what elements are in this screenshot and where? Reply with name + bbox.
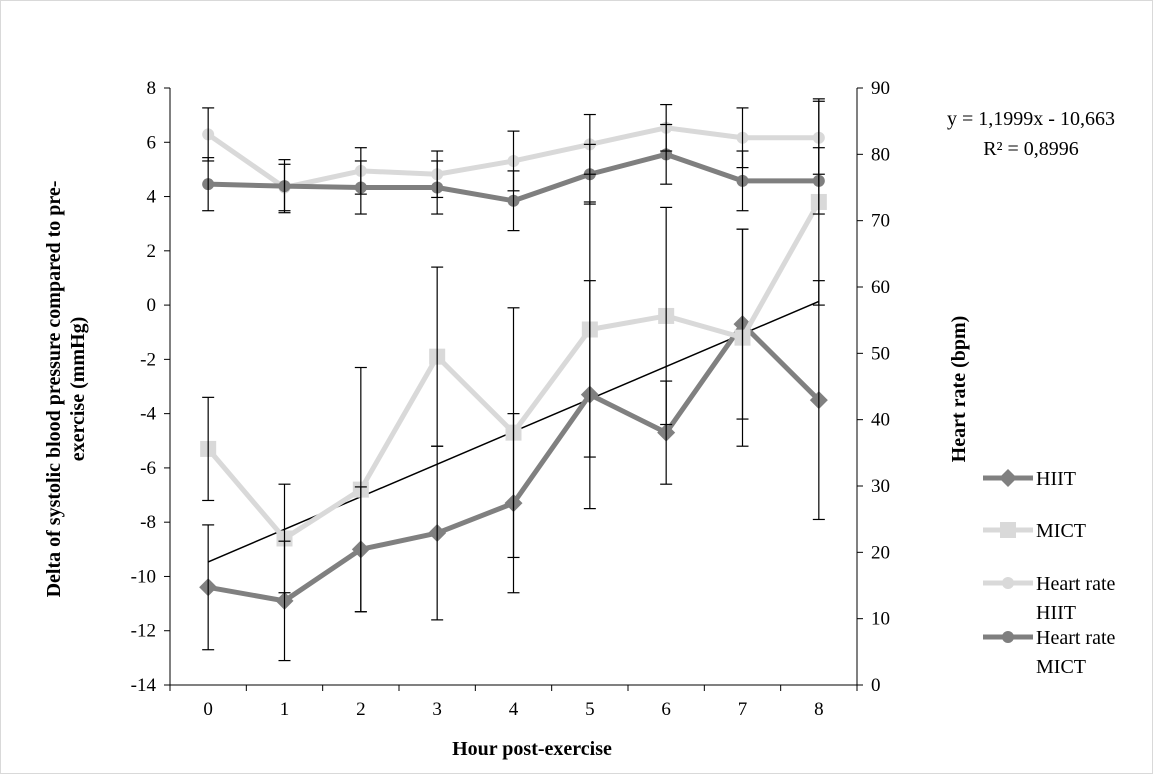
legend-label-mict: MICT bbox=[1036, 520, 1086, 542]
legend-swatch-marker-mict bbox=[1000, 522, 1016, 538]
x-tick-label: 2 bbox=[356, 699, 366, 720]
x-tick-label: 7 bbox=[738, 699, 748, 720]
x-tick-label: 3 bbox=[432, 699, 442, 720]
trendline-r-squared: R² = 0,8996 bbox=[983, 138, 1079, 160]
legend-label-heart-rate-mict: Heart rate bbox=[1036, 627, 1116, 649]
x-tick-label: 5 bbox=[585, 699, 595, 720]
right-y-tick-label: 90 bbox=[871, 78, 890, 99]
trendline-equation: y = 1,1999x - 10,663 bbox=[947, 108, 1115, 130]
x-tick-label: 4 bbox=[509, 699, 519, 720]
left-y-tick-label: 6 bbox=[147, 132, 157, 153]
right-y-tick-label: 40 bbox=[871, 410, 890, 431]
left-axis-title-line-2: exercise (mmHg) bbox=[67, 317, 89, 462]
right-y-tick-label: 0 bbox=[871, 675, 881, 696]
left-y-tick-label: 0 bbox=[147, 295, 157, 316]
x-tick-label: 8 bbox=[814, 699, 824, 720]
left-y-tick-label: -8 bbox=[140, 512, 156, 533]
left-y-tick-label: -4 bbox=[140, 404, 156, 425]
right-y-tick-label: 20 bbox=[871, 542, 890, 563]
right-y-tick-label: 80 bbox=[871, 144, 890, 165]
right-y-tick-label: 70 bbox=[871, 211, 890, 232]
x-tick-label: 6 bbox=[661, 699, 671, 720]
x-tick-label: 1 bbox=[280, 699, 290, 720]
left-y-tick-label: 4 bbox=[147, 187, 157, 208]
left-y-tick-label: 8 bbox=[147, 78, 157, 99]
left-y-tick-label: 2 bbox=[147, 241, 157, 262]
legend-swatch-marker-heart-rate-hiit bbox=[1002, 577, 1014, 589]
error-bars-group bbox=[202, 98, 825, 662]
legend-swatch-marker-heart-rate-mict bbox=[1002, 631, 1014, 643]
left-y-tick-label: -10 bbox=[131, 566, 156, 587]
right-y-tick-label: 60 bbox=[871, 277, 890, 298]
right-y-tick-label: 50 bbox=[871, 343, 890, 364]
left-axis-title: Delta of systolic blood pressure compare… bbox=[43, 181, 89, 598]
x-axis-title: Hour post-exercise bbox=[452, 738, 612, 760]
legend-swatch-marker-hiit bbox=[999, 469, 1017, 487]
axes: 86420-2-4-6-8-10-12-14908070605040302010… bbox=[131, 78, 890, 720]
right-axis-title: Heart rate (bpm) bbox=[948, 316, 970, 463]
left-y-tick-label: -6 bbox=[140, 458, 156, 479]
legend-label-heart-rate-hiit: Heart rate bbox=[1036, 573, 1116, 595]
legend-label-heart-rate-hiit: HIIT bbox=[1036, 602, 1076, 624]
left-y-tick-label: -12 bbox=[131, 621, 156, 642]
legend: HIIT MICT Heart rate HIIT Heart rate MICT bbox=[983, 468, 1116, 678]
right-y-tick-label: 30 bbox=[871, 476, 890, 497]
x-tick-label: 0 bbox=[203, 699, 213, 720]
left-y-tick-label: -14 bbox=[131, 675, 157, 696]
legend-label-hiit: HIIT bbox=[1036, 468, 1076, 490]
right-y-tick-label: 10 bbox=[871, 609, 890, 630]
left-y-tick-label: -2 bbox=[140, 349, 156, 370]
left-axis-title-line-1: Delta of systolic blood pressure compare… bbox=[43, 181, 65, 598]
legend-label-heart-rate-mict: MICT bbox=[1036, 656, 1086, 678]
